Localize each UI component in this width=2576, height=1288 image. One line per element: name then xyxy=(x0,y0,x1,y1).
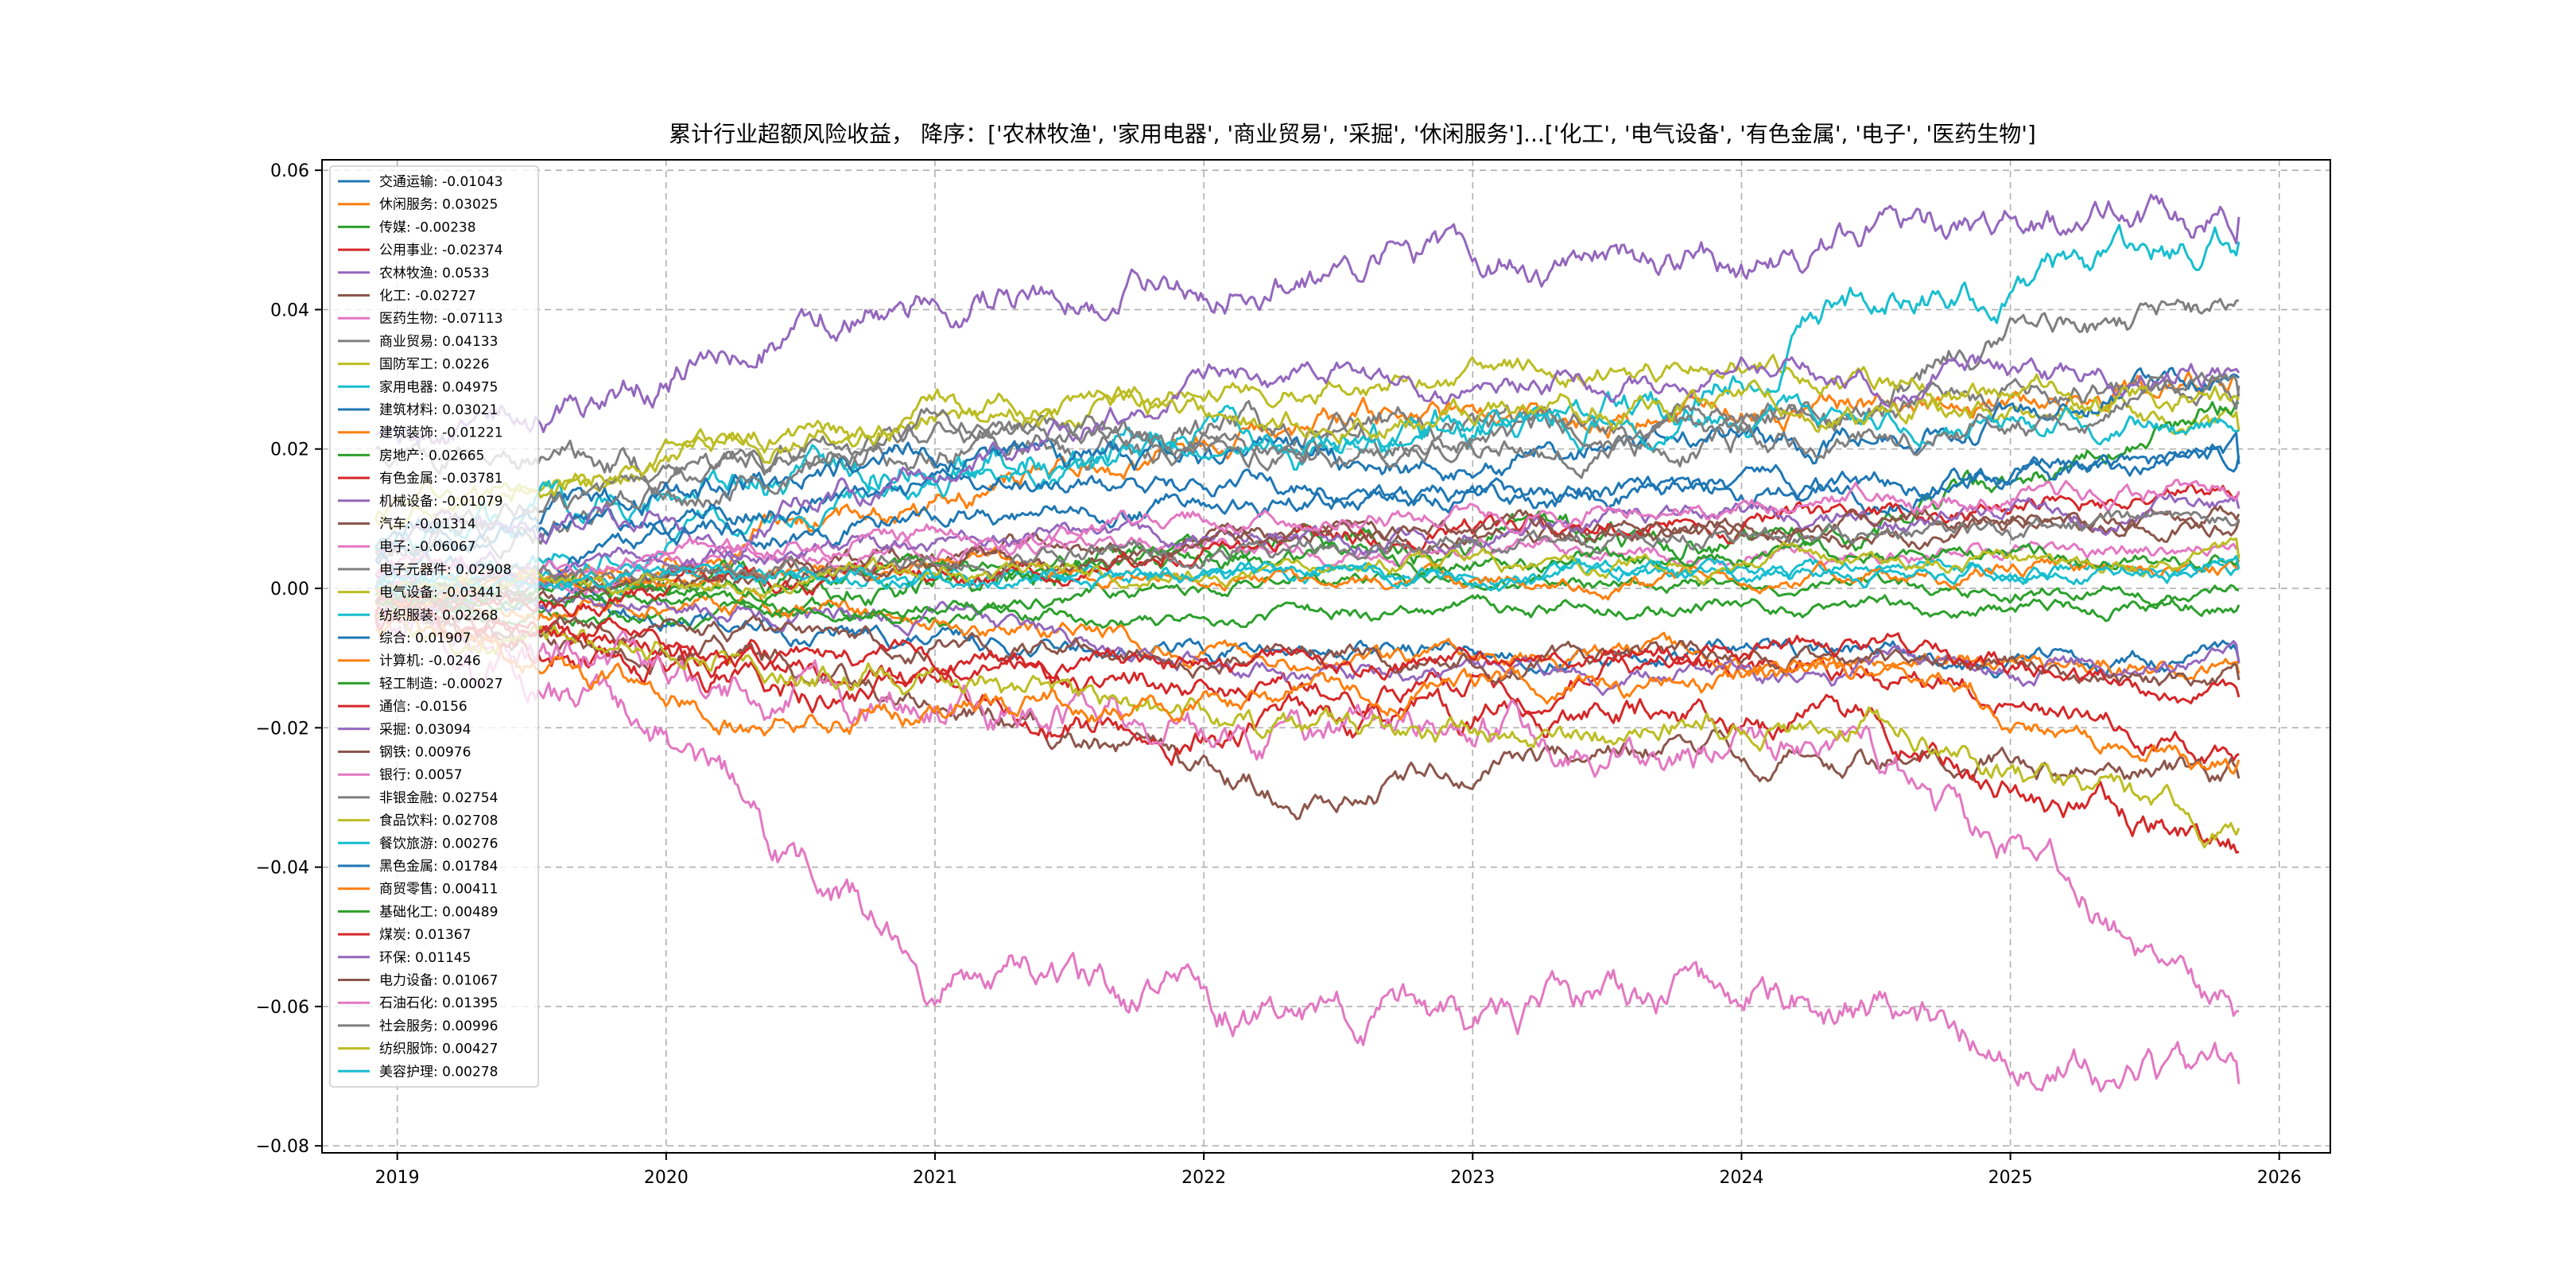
series-line xyxy=(375,535,2240,601)
legend-entry: 交通运输: -0.01043 xyxy=(379,174,503,190)
series-lines xyxy=(374,193,2240,1092)
series-line xyxy=(374,600,2240,765)
x-tick-label: 2023 xyxy=(1450,1168,1495,1188)
series-line xyxy=(374,374,2240,583)
legend-entry: 采掘: 0.03094 xyxy=(379,722,471,738)
y-tick-label: 0.02 xyxy=(270,440,309,460)
series-line xyxy=(375,557,2240,596)
series-line xyxy=(374,594,2240,632)
legend-entry: 综合: 0.01907 xyxy=(379,630,471,646)
legend-entry: 纺织服饰: 0.00427 xyxy=(379,1042,498,1057)
chart-title: 累计行业超额风险收益， 降序：['农林牧渔', '家用电器', '商业贸易', … xyxy=(669,121,2036,147)
series-line xyxy=(375,604,2240,775)
series-line xyxy=(374,588,2240,696)
legend-entry: 电子: -0.06067 xyxy=(379,539,476,555)
y-tick-label: 0.00 xyxy=(270,580,309,599)
legend-entry: 商业贸易: 0.04133 xyxy=(379,334,498,350)
legend-box xyxy=(329,165,539,1088)
series-line xyxy=(374,371,2240,561)
series-line xyxy=(374,193,2240,447)
legend-entry: 商贸零售: 0.00411 xyxy=(379,882,498,898)
y-tick-label: 0.04 xyxy=(270,301,309,320)
legend-entry: 石油石化: 0.01395 xyxy=(379,995,498,1011)
legend-entry: 传媒: -0.00238 xyxy=(379,219,476,235)
legend-entry: 食品饮料: 0.02708 xyxy=(379,813,498,829)
x-tick-label: 2022 xyxy=(1181,1168,1226,1188)
series-line xyxy=(374,393,2240,589)
legend-entry: 医药生物: -0.07113 xyxy=(379,311,503,327)
legend-entry: 建筑装饰: -0.01221 xyxy=(379,425,503,441)
legend-entry: 计算机: -0.0246 xyxy=(379,654,481,669)
series-line xyxy=(375,607,2240,849)
legend: 交通运输: -0.01043 休闲服务: 0.03025 传媒: -0.00238 公… xyxy=(329,165,539,1088)
x-tick-label: 2021 xyxy=(913,1168,957,1188)
legend-entry: 银行: 0.0057 xyxy=(379,767,463,783)
series-line xyxy=(374,432,2240,580)
series-line xyxy=(374,596,2240,1017)
y-tick-label: −0.08 xyxy=(256,1137,309,1157)
legend-entry: 机械设备: -0.01079 xyxy=(379,494,503,510)
x-tick-label: 2020 xyxy=(644,1168,689,1188)
legend-entry: 农林牧渔: 0.0533 xyxy=(379,266,490,281)
legend-entry: 汽车: -0.01314 xyxy=(379,517,476,533)
series-line xyxy=(374,507,2240,603)
series-line xyxy=(374,479,2240,588)
legend-entry: 社会服务: 0.00996 xyxy=(379,1018,498,1034)
x-tick-label: 2019 xyxy=(375,1168,420,1188)
series-line xyxy=(374,600,2240,704)
legend-entry: 化工: -0.02727 xyxy=(379,289,476,305)
x-tick-label: 2024 xyxy=(1719,1168,1763,1188)
legend-entry: 国防军工: 0.0226 xyxy=(379,357,490,373)
legend-entry: 环保: 0.01145 xyxy=(379,950,471,966)
y-tick-label: −0.04 xyxy=(256,859,309,879)
series-line xyxy=(374,492,2240,589)
legend-entry: 房地产: 0.02665 xyxy=(379,448,484,464)
y-tick-label: −0.06 xyxy=(256,998,309,1018)
legend-entry: 电气设备: -0.03441 xyxy=(379,585,503,601)
legend-entry: 基础化工: 0.00489 xyxy=(379,904,498,920)
axes: 2019 2020 2021 2022 2023 2024 2025 2026 0.06 0.04… xyxy=(256,161,2302,1188)
series-line xyxy=(374,373,2240,526)
legend-entry: 电力设备: 0.01067 xyxy=(379,973,498,989)
legend-entry: 纺织服装: 0.02268 xyxy=(379,607,498,623)
legend-entry: 电子元器件: 0.02908 xyxy=(379,562,511,578)
series-line xyxy=(374,554,2240,596)
legend-entry: 公用事业: -0.02374 xyxy=(379,242,503,258)
legend-entry: 美容护理: 0.00278 xyxy=(379,1064,498,1080)
x-tick-label: 2025 xyxy=(1988,1168,2033,1188)
legend-entry: 建筑材料: 0.03021 xyxy=(379,402,498,418)
legend-entry: 非银金融: 0.02754 xyxy=(379,790,498,806)
legend-entry: 休闲服务: 0.03025 xyxy=(379,197,498,213)
legend-entry: 钢铁: 0.00976 xyxy=(379,745,471,761)
legend-entry: 家用电器: 0.04975 xyxy=(379,379,498,395)
x-tick-label: 2026 xyxy=(2257,1168,2302,1188)
legend-entry: 轻工制造: -0.00027 xyxy=(379,676,503,692)
legend-entry: 通信: -0.0156 xyxy=(379,699,467,715)
legend-entry: 餐饮旅游: 0.00276 xyxy=(379,836,498,852)
y-tick-label: −0.02 xyxy=(256,719,309,739)
series-line xyxy=(374,510,2240,596)
series-line xyxy=(375,537,2240,599)
series-line xyxy=(374,354,2240,531)
legend-entry: 煤炭: 0.01367 xyxy=(379,927,471,943)
plot-frame xyxy=(321,159,2331,1154)
y-tick-label: 0.06 xyxy=(270,161,309,181)
legend-entry: 有色金属: -0.03781 xyxy=(379,471,503,487)
legend-entry: 黑色金属: 0.01784 xyxy=(379,859,498,875)
series-line xyxy=(374,608,2240,1092)
